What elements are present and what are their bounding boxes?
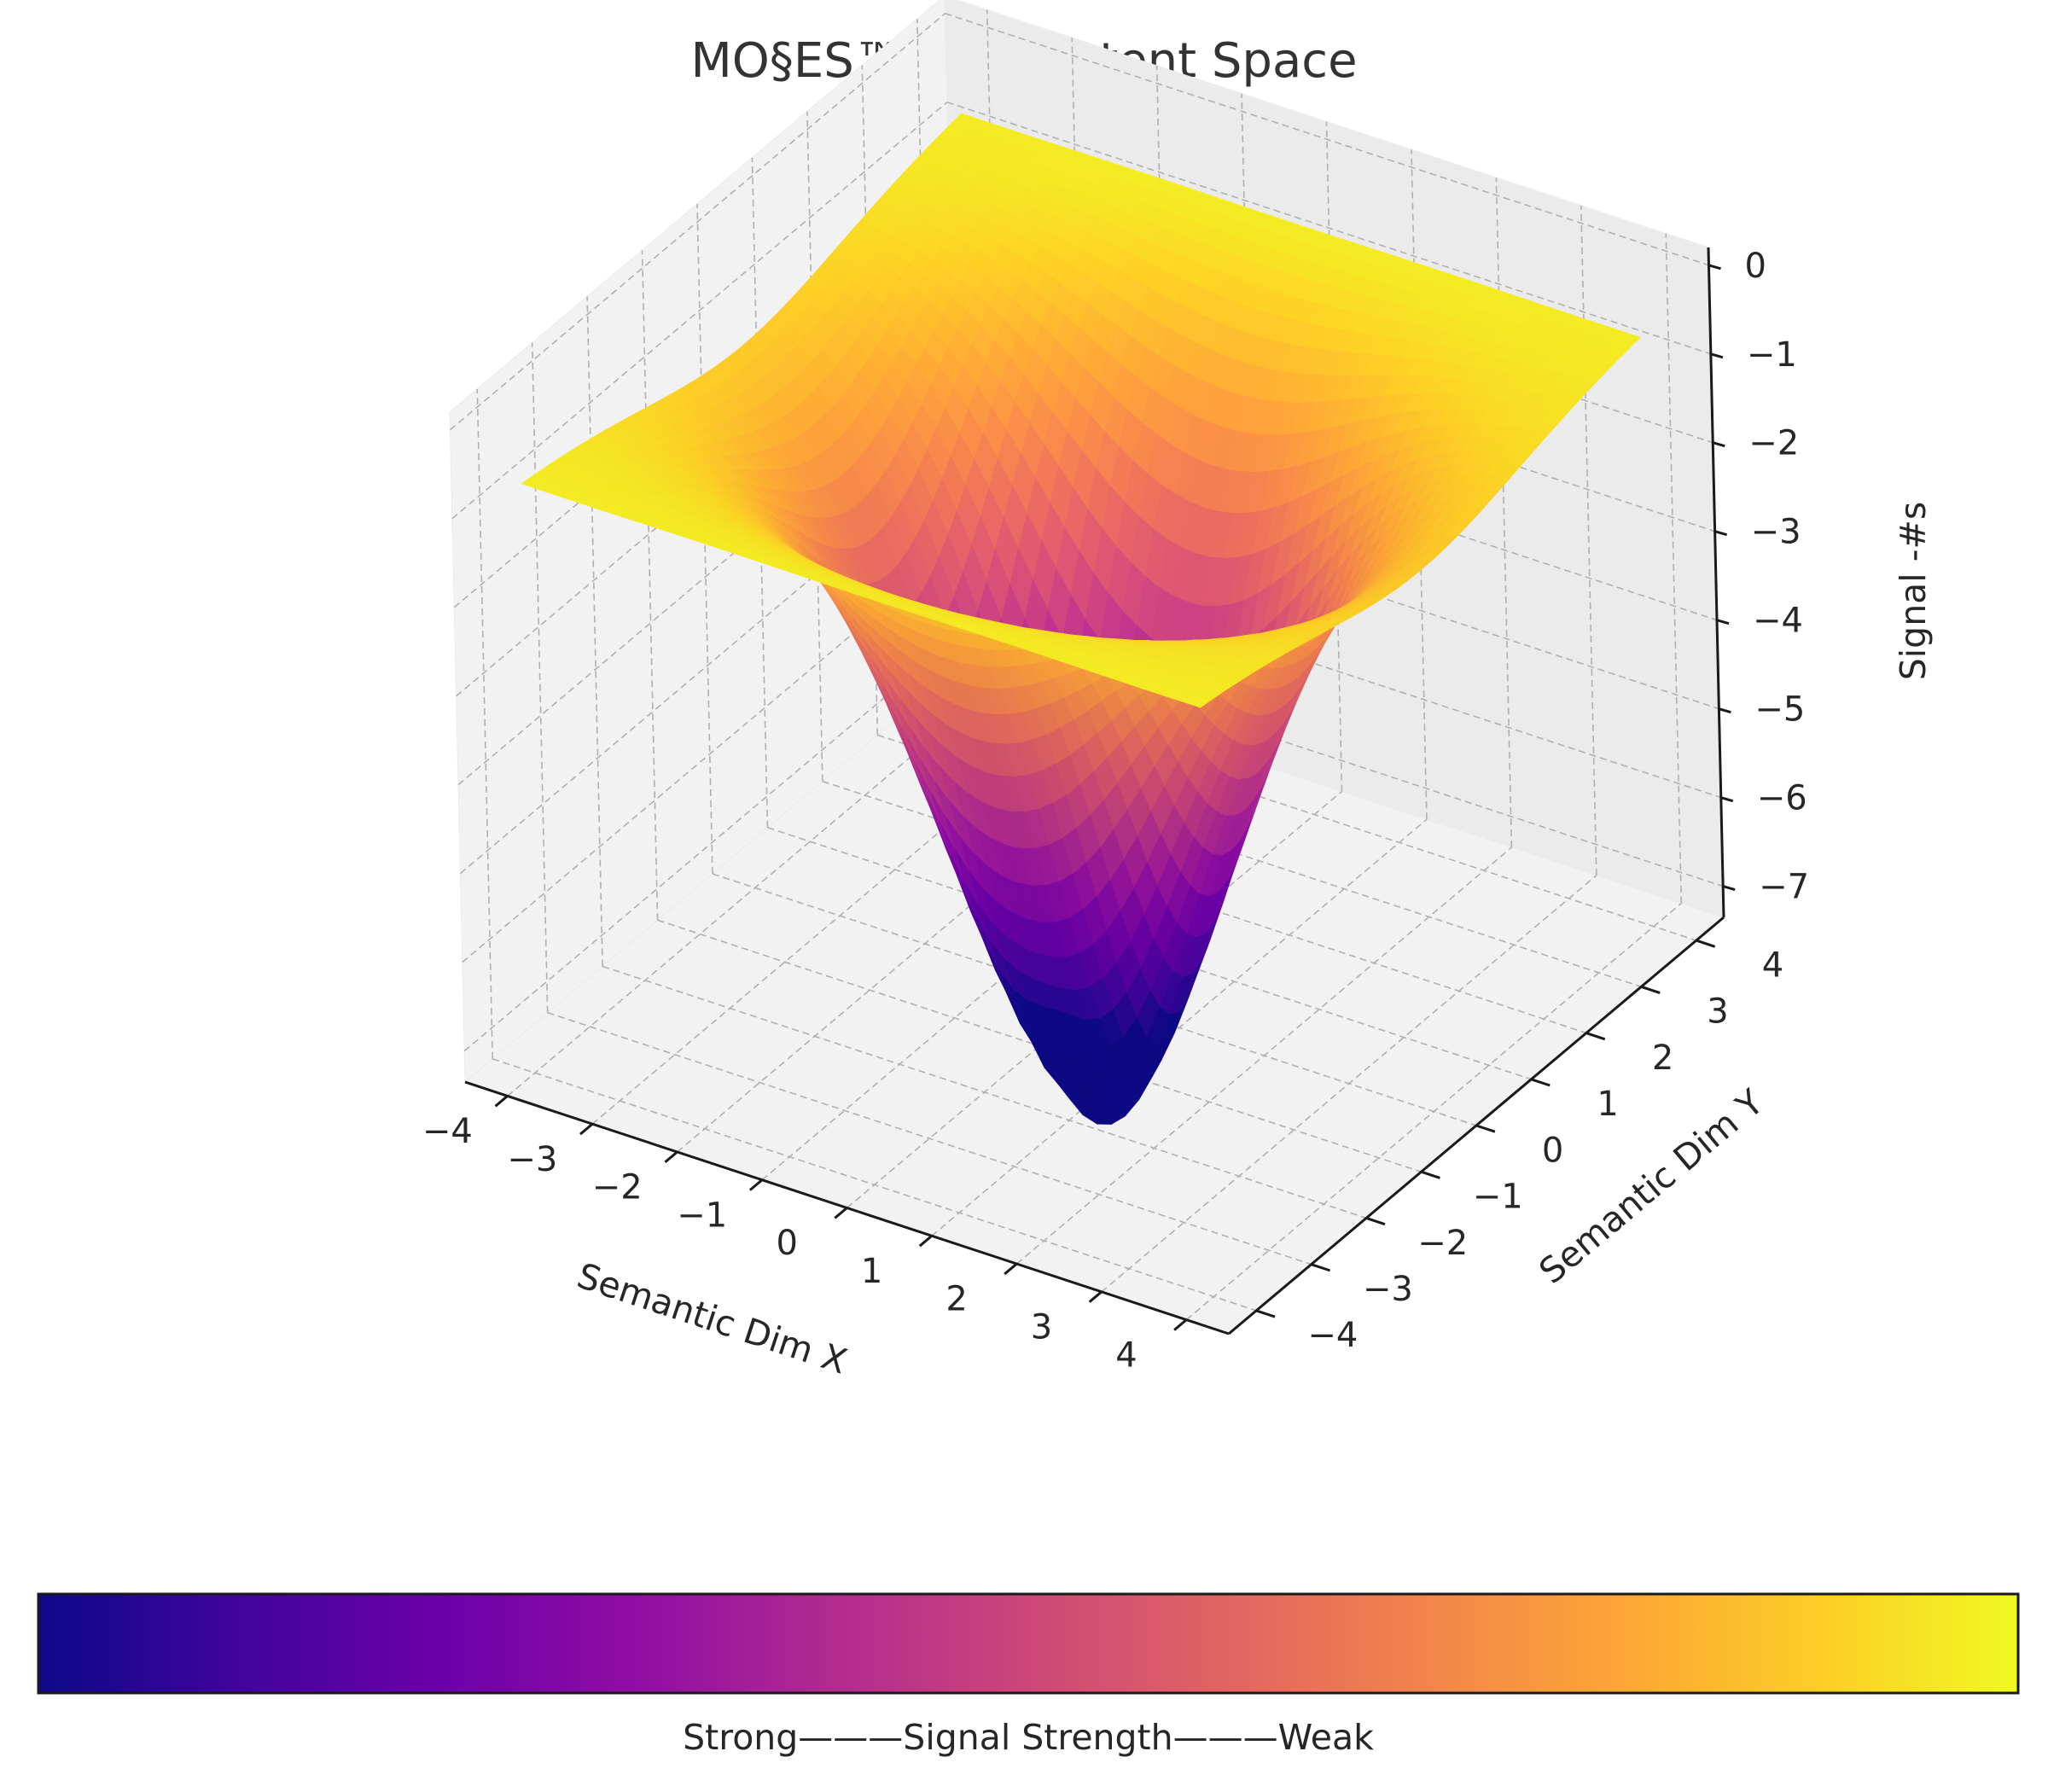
grid-line-y-left <box>476 388 494 1059</box>
x-tick-mark <box>1088 1290 1103 1303</box>
x-tick-mark <box>834 1207 848 1219</box>
x-tick-mark <box>918 1235 933 1248</box>
x-tick-mark <box>1004 1262 1018 1276</box>
y-axis-label: Semantic Dim Y <box>1532 1081 1772 1292</box>
z-tick-label: −2 <box>1748 424 1799 463</box>
x-axis-label: Semantic Dim X <box>573 1255 852 1382</box>
surface-patch <box>1185 695 1211 708</box>
grid-line-z-left <box>463 633 960 1052</box>
axes: −4−3−2−101234−4−3−2−1012340−1−2−3−4−5−6−… <box>422 247 1809 1375</box>
y-tick-mark <box>1530 1078 1551 1087</box>
y-tick-label: 4 <box>1762 945 1783 985</box>
x-tick-label: 3 <box>1031 1308 1052 1347</box>
z-tick-mark <box>1716 619 1730 625</box>
grid-line-z-left <box>451 102 948 520</box>
y-tick-label: 1 <box>1597 1085 1618 1124</box>
z-tick-label: −4 <box>1753 602 1803 641</box>
y-tick-label: −3 <box>1363 1270 1413 1309</box>
z-tick-mark <box>1708 264 1721 271</box>
y-tick-mark <box>1421 1170 1440 1179</box>
z-tick-label: −6 <box>1757 779 1807 818</box>
x-tick-mark <box>748 1178 764 1191</box>
z-tick-label: −3 <box>1751 513 1801 552</box>
grid-line-z-back <box>946 102 1712 355</box>
x-tick-mark <box>664 1150 678 1164</box>
z-axis-label: Signal -#s <box>1893 502 1934 680</box>
surface-mesh <box>521 113 1641 1126</box>
z-tick-mark <box>1722 885 1736 892</box>
grid-line-y-left <box>531 342 549 1013</box>
x-tick-label: −1 <box>677 1196 727 1235</box>
x-tick-label: 1 <box>861 1252 882 1291</box>
x-tick-label: −4 <box>422 1112 473 1151</box>
x-tick-label: −2 <box>592 1168 643 1207</box>
z-tick-label: −1 <box>1747 335 1797 375</box>
x-tick-mark <box>1173 1318 1188 1331</box>
grid-line-y-floor <box>547 1011 1312 1265</box>
x-tick-label: 0 <box>776 1224 797 1263</box>
grid-line-x-back <box>1665 233 1683 904</box>
x-tick-label: 2 <box>945 1280 967 1319</box>
grid-line-y-left <box>641 250 659 921</box>
y-tick-mark <box>1696 939 1716 948</box>
y-tick-mark <box>1365 1217 1386 1226</box>
z-tick-label: −7 <box>1759 868 1809 907</box>
y-tick-label: −1 <box>1473 1178 1523 1217</box>
grid-line-x-back <box>1495 177 1513 848</box>
z-tick-mark <box>1712 441 1725 448</box>
x-tick-mark <box>494 1095 509 1108</box>
grid-line-x-back <box>1580 205 1597 876</box>
y-tick-label: 0 <box>1542 1131 1563 1170</box>
x-tick-label: −3 <box>507 1140 557 1179</box>
z-tick-mark <box>1714 530 1728 537</box>
y-tick-label: −4 <box>1307 1316 1358 1355</box>
z-tick-mark <box>1718 707 1731 714</box>
grid-line-y-floor <box>602 965 1367 1219</box>
grid-line-y-left <box>586 296 603 967</box>
y-tick-mark <box>1475 1124 1496 1133</box>
z-tick-label: 0 <box>1744 247 1766 286</box>
x-tick-mark <box>579 1123 594 1136</box>
z-tick-label: −5 <box>1754 690 1805 730</box>
y-tick-mark <box>1640 985 1661 994</box>
y-tick-mark <box>1585 1032 1606 1041</box>
grid-line-z-left <box>449 13 945 431</box>
z-tick-mark <box>1710 352 1724 359</box>
y-tick-mark <box>1311 1263 1331 1272</box>
grid-line-z-back <box>945 13 1709 266</box>
y-tick-mark <box>1255 1309 1276 1318</box>
z-axis-line <box>1707 247 1725 918</box>
colorbar-label: Strong———Signal Strength———Weak <box>683 1717 1374 1758</box>
grid-line-y-floor <box>492 1058 1257 1312</box>
x-tick-label: 4 <box>1115 1335 1137 1375</box>
y-tick-label: −2 <box>1417 1224 1468 1263</box>
z-tick-mark <box>1720 796 1734 803</box>
y-tick-label: 2 <box>1652 1039 1673 1078</box>
colorbar <box>37 1592 2020 1695</box>
y-tick-label: 3 <box>1707 992 1728 1032</box>
